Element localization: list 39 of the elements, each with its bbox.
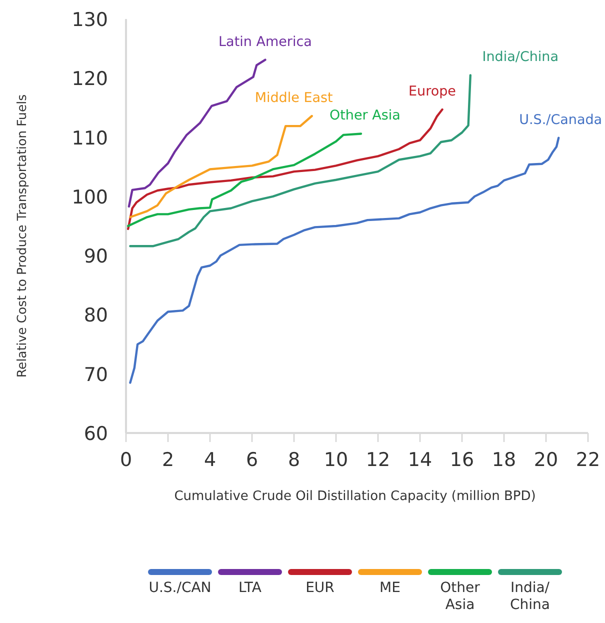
annotation: U.S./Canada <box>519 112 602 128</box>
y-tick-label: 130 <box>72 9 108 31</box>
y-tick-label: 120 <box>72 68 108 90</box>
x-tick-label: 4 <box>204 449 216 471</box>
x-tick-label: 20 <box>534 449 558 471</box>
y-tick-label: 110 <box>72 127 108 150</box>
legend-label: Other Asia <box>440 580 480 613</box>
y-tick-label: 100 <box>72 186 108 208</box>
line-series <box>127 132 362 228</box>
line-series <box>129 74 472 248</box>
line-series <box>129 136 560 384</box>
x-tick-label: 6 <box>246 449 258 471</box>
y-tick-label: 60 <box>84 423 108 445</box>
line-series <box>129 114 313 218</box>
x-tick-label: 2 <box>162 449 174 471</box>
x-tick-label: 0 <box>120 449 132 471</box>
x-tick-label: 14 <box>408 449 432 471</box>
annotation: India/China <box>482 49 559 66</box>
x-tick-label: 18 <box>492 449 516 471</box>
x-tick-label: 22 <box>576 449 600 471</box>
legend-label: EUR <box>306 580 335 596</box>
annotation: Latin America <box>218 34 312 50</box>
line-series <box>127 108 444 230</box>
x-tick-label: 12 <box>366 449 390 471</box>
annotation: Other Asia <box>330 108 400 124</box>
y-axis-title: Relative Cost to Produce Transportation Fuels <box>14 94 29 378</box>
x-tick-label: 8 <box>288 449 300 471</box>
y-tick-label: 70 <box>84 364 108 386</box>
legend-label: India/China <box>510 580 550 613</box>
x-tick-label: 16 <box>450 449 474 471</box>
legend-label: U.S./CAN <box>148 580 212 596</box>
y-tick-label: 80 <box>84 304 108 327</box>
annotation: Middle East <box>254 90 333 106</box>
legend-label: LTA <box>238 580 262 596</box>
y-tick-label: 90 <box>84 246 108 268</box>
legend-label: ME <box>380 580 400 596</box>
x-axis-title: Cumulative Crude Oil Distillation Capacity (million BPD) <box>174 489 536 504</box>
annotation: Europe <box>408 83 456 100</box>
x-tick-label: 10 <box>324 449 348 471</box>
